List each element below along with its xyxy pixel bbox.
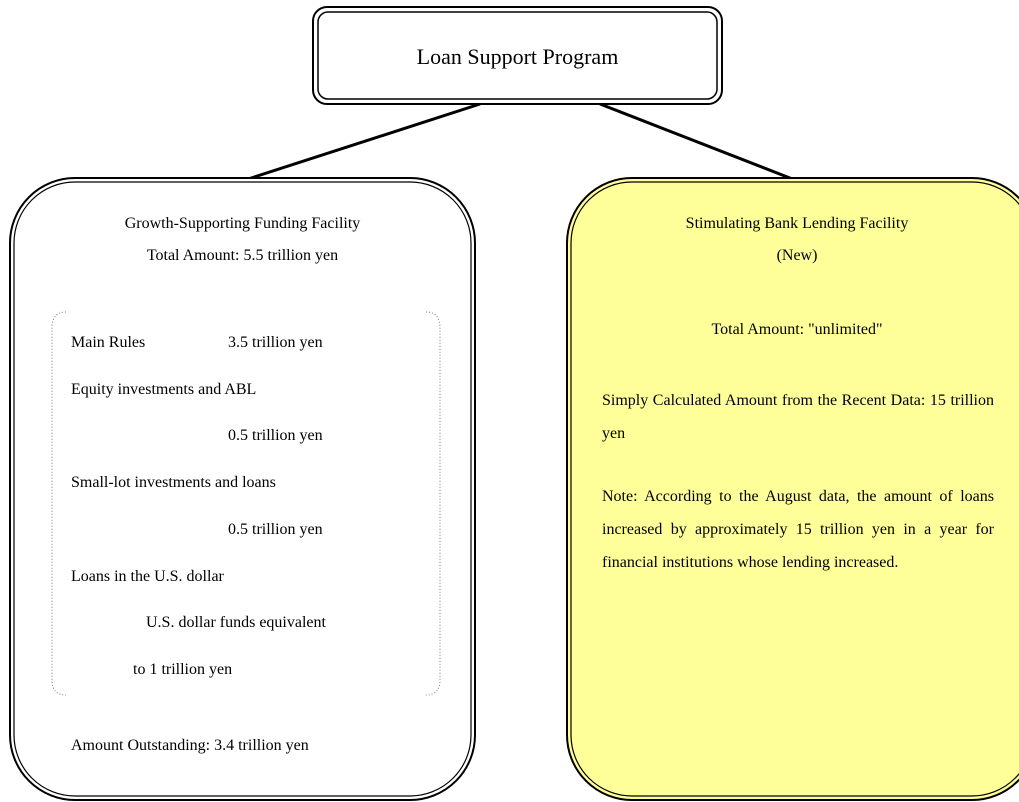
item-amount: U.S. dollar funds equivalent (146, 614, 326, 631)
connector (244, 102, 481, 182)
right-title: (New) (776, 247, 818, 264)
right-calculated: Simply Calculated Amount from the Recent… (602, 392, 994, 442)
item-label: Main Rules (71, 334, 146, 351)
item-label: Loans in the U.S. dollar (71, 568, 224, 585)
left-title: Growth-Supporting Funding Facility (124, 215, 361, 232)
right-total: Total Amount: "unlimited" (711, 321, 883, 338)
left-box-inner (13, 181, 472, 797)
item-amount: to 1 trillion yen (133, 661, 233, 678)
right-box (566, 177, 1019, 801)
item-amount: 0.5 trillion yen (228, 427, 323, 444)
left-total: Total Amount: 5.5 trillion yen (146, 247, 339, 264)
item-label: Small-lot investments and loans (71, 474, 276, 491)
item-amount: 0.5 trillion yen (228, 521, 323, 538)
left-box (9, 177, 476, 801)
root-box (312, 6, 723, 105)
left-outstanding: Amount Outstanding: 3.4 trillion yen (71, 737, 309, 754)
item-label: Equity investments and ABL (71, 381, 257, 398)
item-amount: 3.5 trillion yen (228, 334, 323, 351)
right-title: Stimulating Bank Lending Facility (685, 215, 909, 232)
root-label: Loan Support Program (416, 44, 619, 69)
right-note: Note: According to the August data, the … (602, 488, 994, 571)
right-box-inner (570, 181, 1019, 797)
root-box-inner (317, 11, 718, 100)
connector (599, 102, 796, 182)
